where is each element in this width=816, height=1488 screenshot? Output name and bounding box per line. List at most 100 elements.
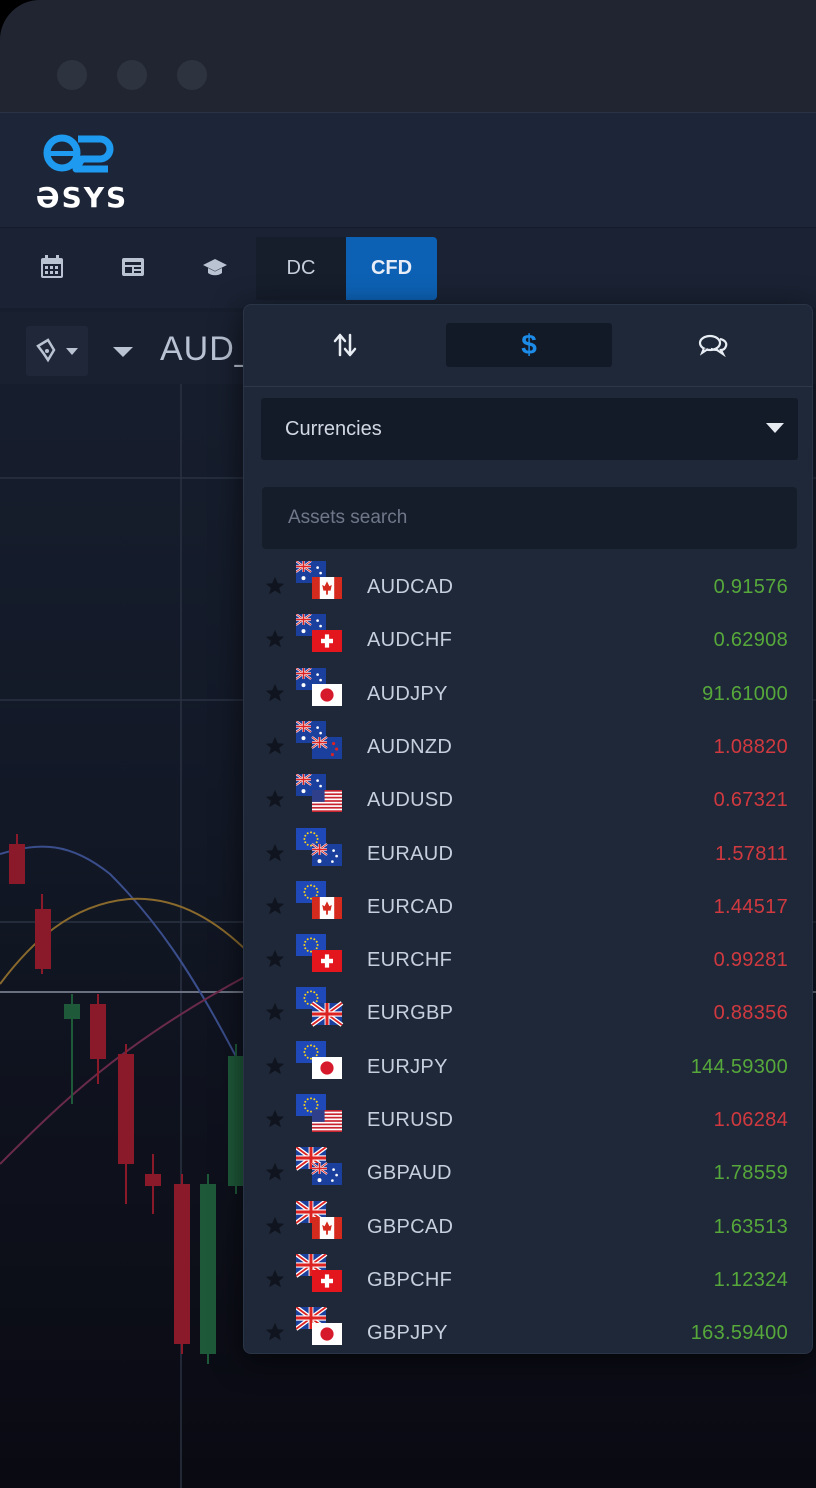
symbol-dropdown-button[interactable] — [98, 326, 148, 376]
brand-name: ƏSYS — [35, 181, 129, 214]
asset-row[interactable]: EURAUD 1.57811 — [244, 827, 812, 881]
asset-price: 91.61000 — [702, 682, 788, 705]
assets-search-input[interactable] — [262, 487, 797, 549]
dollar-icon: $ — [521, 329, 537, 360]
asset-row[interactable]: AUDCHF 0.62908 — [244, 614, 812, 667]
asset-price: 0.99281 — [713, 949, 788, 972]
aud-nzd-flags-icon — [296, 720, 342, 759]
tab-assets[interactable]: $ — [446, 323, 612, 367]
asset-price: 1.44517 — [713, 895, 788, 918]
asset-price: 1.63513 — [713, 1215, 788, 1238]
asset-price: 1.57811 — [715, 842, 788, 865]
news-icon[interactable] — [120, 254, 146, 280]
asset-price: 0.67321 — [713, 789, 788, 812]
favorite-star-icon[interactable] — [264, 1055, 286, 1077]
tab-dc[interactable]: DC — [256, 237, 346, 300]
eur-usd-flags-icon — [296, 1094, 342, 1132]
eur-jpy-flags-icon — [296, 1040, 342, 1079]
asset-row[interactable]: AUDUSD 0.67321 — [244, 774, 812, 827]
asset-price: 0.62908 — [713, 629, 788, 652]
window-minimize-dot[interactable] — [117, 60, 147, 90]
asset-row[interactable]: GBPJPY 163.59400 — [244, 1307, 812, 1353]
chat-icon — [698, 334, 728, 357]
asset-pair-label: EURCAD — [367, 895, 454, 918]
asset-price: 0.91576 — [713, 576, 788, 598]
asset-price: 1.06284 — [713, 1109, 788, 1131]
sort-arrows-icon — [333, 333, 357, 357]
aud-usd-flags-icon — [296, 774, 342, 813]
asset-price: 1.12324 — [713, 1268, 788, 1291]
chart-symbol[interactable]: AUD_ — [160, 330, 255, 368]
brand-logo[interactable]: ƏSYS — [26, 131, 138, 214]
gbp-aud-flags-icon — [296, 1147, 342, 1186]
favorite-star-icon[interactable] — [264, 682, 286, 704]
gbp-jpy-flags-icon — [296, 1307, 342, 1346]
asset-row[interactable]: EURCAD 1.44517 — [244, 880, 812, 934]
asset-pair-label: AUDJPY — [367, 682, 448, 705]
asset-pair-label: AUDUSD — [367, 789, 454, 812]
asset-row[interactable]: GBPCHF 1.12324 — [244, 1253, 812, 1307]
asset-row[interactable]: GBPAUD 1.78559 — [244, 1147, 812, 1200]
category-select-value: Currencies — [285, 418, 382, 440]
asset-row[interactable]: AUDNZD 1.08820 — [244, 720, 812, 774]
eur-aud-flags-icon — [296, 827, 342, 866]
favorite-star-icon[interactable] — [264, 1001, 286, 1023]
eur-gbp-flags-icon — [296, 987, 344, 1028]
category-select[interactable]: Currencies — [261, 398, 798, 460]
gbp-chf-flags-icon — [296, 1253, 342, 1292]
asset-price: 163.59400 — [690, 1322, 788, 1345]
calendar-icon[interactable] — [39, 254, 65, 280]
app-header: ƏSYS — [0, 112, 816, 228]
favorite-star-icon[interactable] — [264, 1321, 286, 1343]
gbp-cad-flags-icon — [296, 1200, 342, 1239]
asset-row[interactable]: EURJPY 144.59300 — [244, 1040, 812, 1094]
asset-pair-label: EURCHF — [367, 949, 453, 972]
caret-down-icon — [766, 423, 784, 433]
favorite-star-icon[interactable] — [264, 1108, 286, 1130]
window-titlebar — [0, 0, 816, 112]
asset-pair-label: EURUSD — [367, 1109, 454, 1131]
pen-icon — [36, 338, 78, 363]
tab-cfd[interactable]: CFD — [346, 237, 437, 300]
drawing-tools-button[interactable] — [26, 326, 88, 376]
asset-selector-panel: $ Currencies AUDCAD 0.91576 — [243, 304, 813, 1354]
aud-jpy-flags-icon — [296, 667, 342, 706]
asset-row[interactable]: AUDCAD 0.91576 — [244, 561, 812, 614]
chevron-down-icon — [113, 347, 133, 357]
education-icon[interactable] — [202, 254, 228, 280]
favorite-star-icon[interactable] — [264, 842, 286, 864]
favorite-star-icon[interactable] — [264, 788, 286, 810]
tab-chat[interactable] — [630, 323, 796, 367]
favorite-star-icon[interactable] — [264, 628, 286, 650]
asset-row[interactable]: EURGBP 0.88356 — [244, 987, 812, 1040]
asset-price: 1.78559 — [713, 1162, 788, 1185]
asset-row[interactable]: EURUSD 1.06284 — [244, 1094, 812, 1147]
window-close-dot[interactable] — [57, 60, 87, 90]
panel-tabs: $ — [244, 305, 812, 387]
favorite-star-icon[interactable] — [264, 948, 286, 970]
favorite-star-icon[interactable] — [264, 895, 286, 917]
favorite-star-icon[interactable] — [264, 575, 286, 597]
logo-mark-icon — [43, 134, 114, 173]
asset-row[interactable]: AUDJPY 91.61000 — [244, 667, 812, 721]
asset-pair-label: GBPCAD — [367, 1215, 454, 1238]
asset-row[interactable]: GBPCAD 1.63513 — [244, 1200, 812, 1254]
asset-pair-label: AUDCAD — [367, 576, 454, 598]
asset-price: 0.88356 — [713, 1002, 788, 1025]
asset-row[interactable]: EURCHF 0.99281 — [244, 934, 812, 987]
eur-chf-flags-icon — [296, 934, 342, 973]
window-maximize-dot[interactable] — [177, 60, 207, 90]
tab-sort[interactable] — [262, 323, 428, 367]
asset-pair-label: GBPCHF — [367, 1268, 453, 1291]
favorite-star-icon[interactable] — [264, 735, 286, 757]
asset-pair-label: GBPAUD — [367, 1162, 452, 1185]
favorite-star-icon[interactable] — [264, 1215, 286, 1237]
asset-pair-label: GBPJPY — [367, 1322, 448, 1345]
asset-price: 1.08820 — [713, 735, 788, 758]
favorite-star-icon[interactable] — [264, 1268, 286, 1290]
aud-chf-flags-icon — [296, 614, 342, 653]
asset-price: 144.59300 — [690, 1055, 788, 1078]
favorite-star-icon[interactable] — [264, 1161, 286, 1183]
eur-cad-flags-icon — [296, 880, 342, 919]
asset-pair-label: EURGBP — [367, 1002, 454, 1025]
